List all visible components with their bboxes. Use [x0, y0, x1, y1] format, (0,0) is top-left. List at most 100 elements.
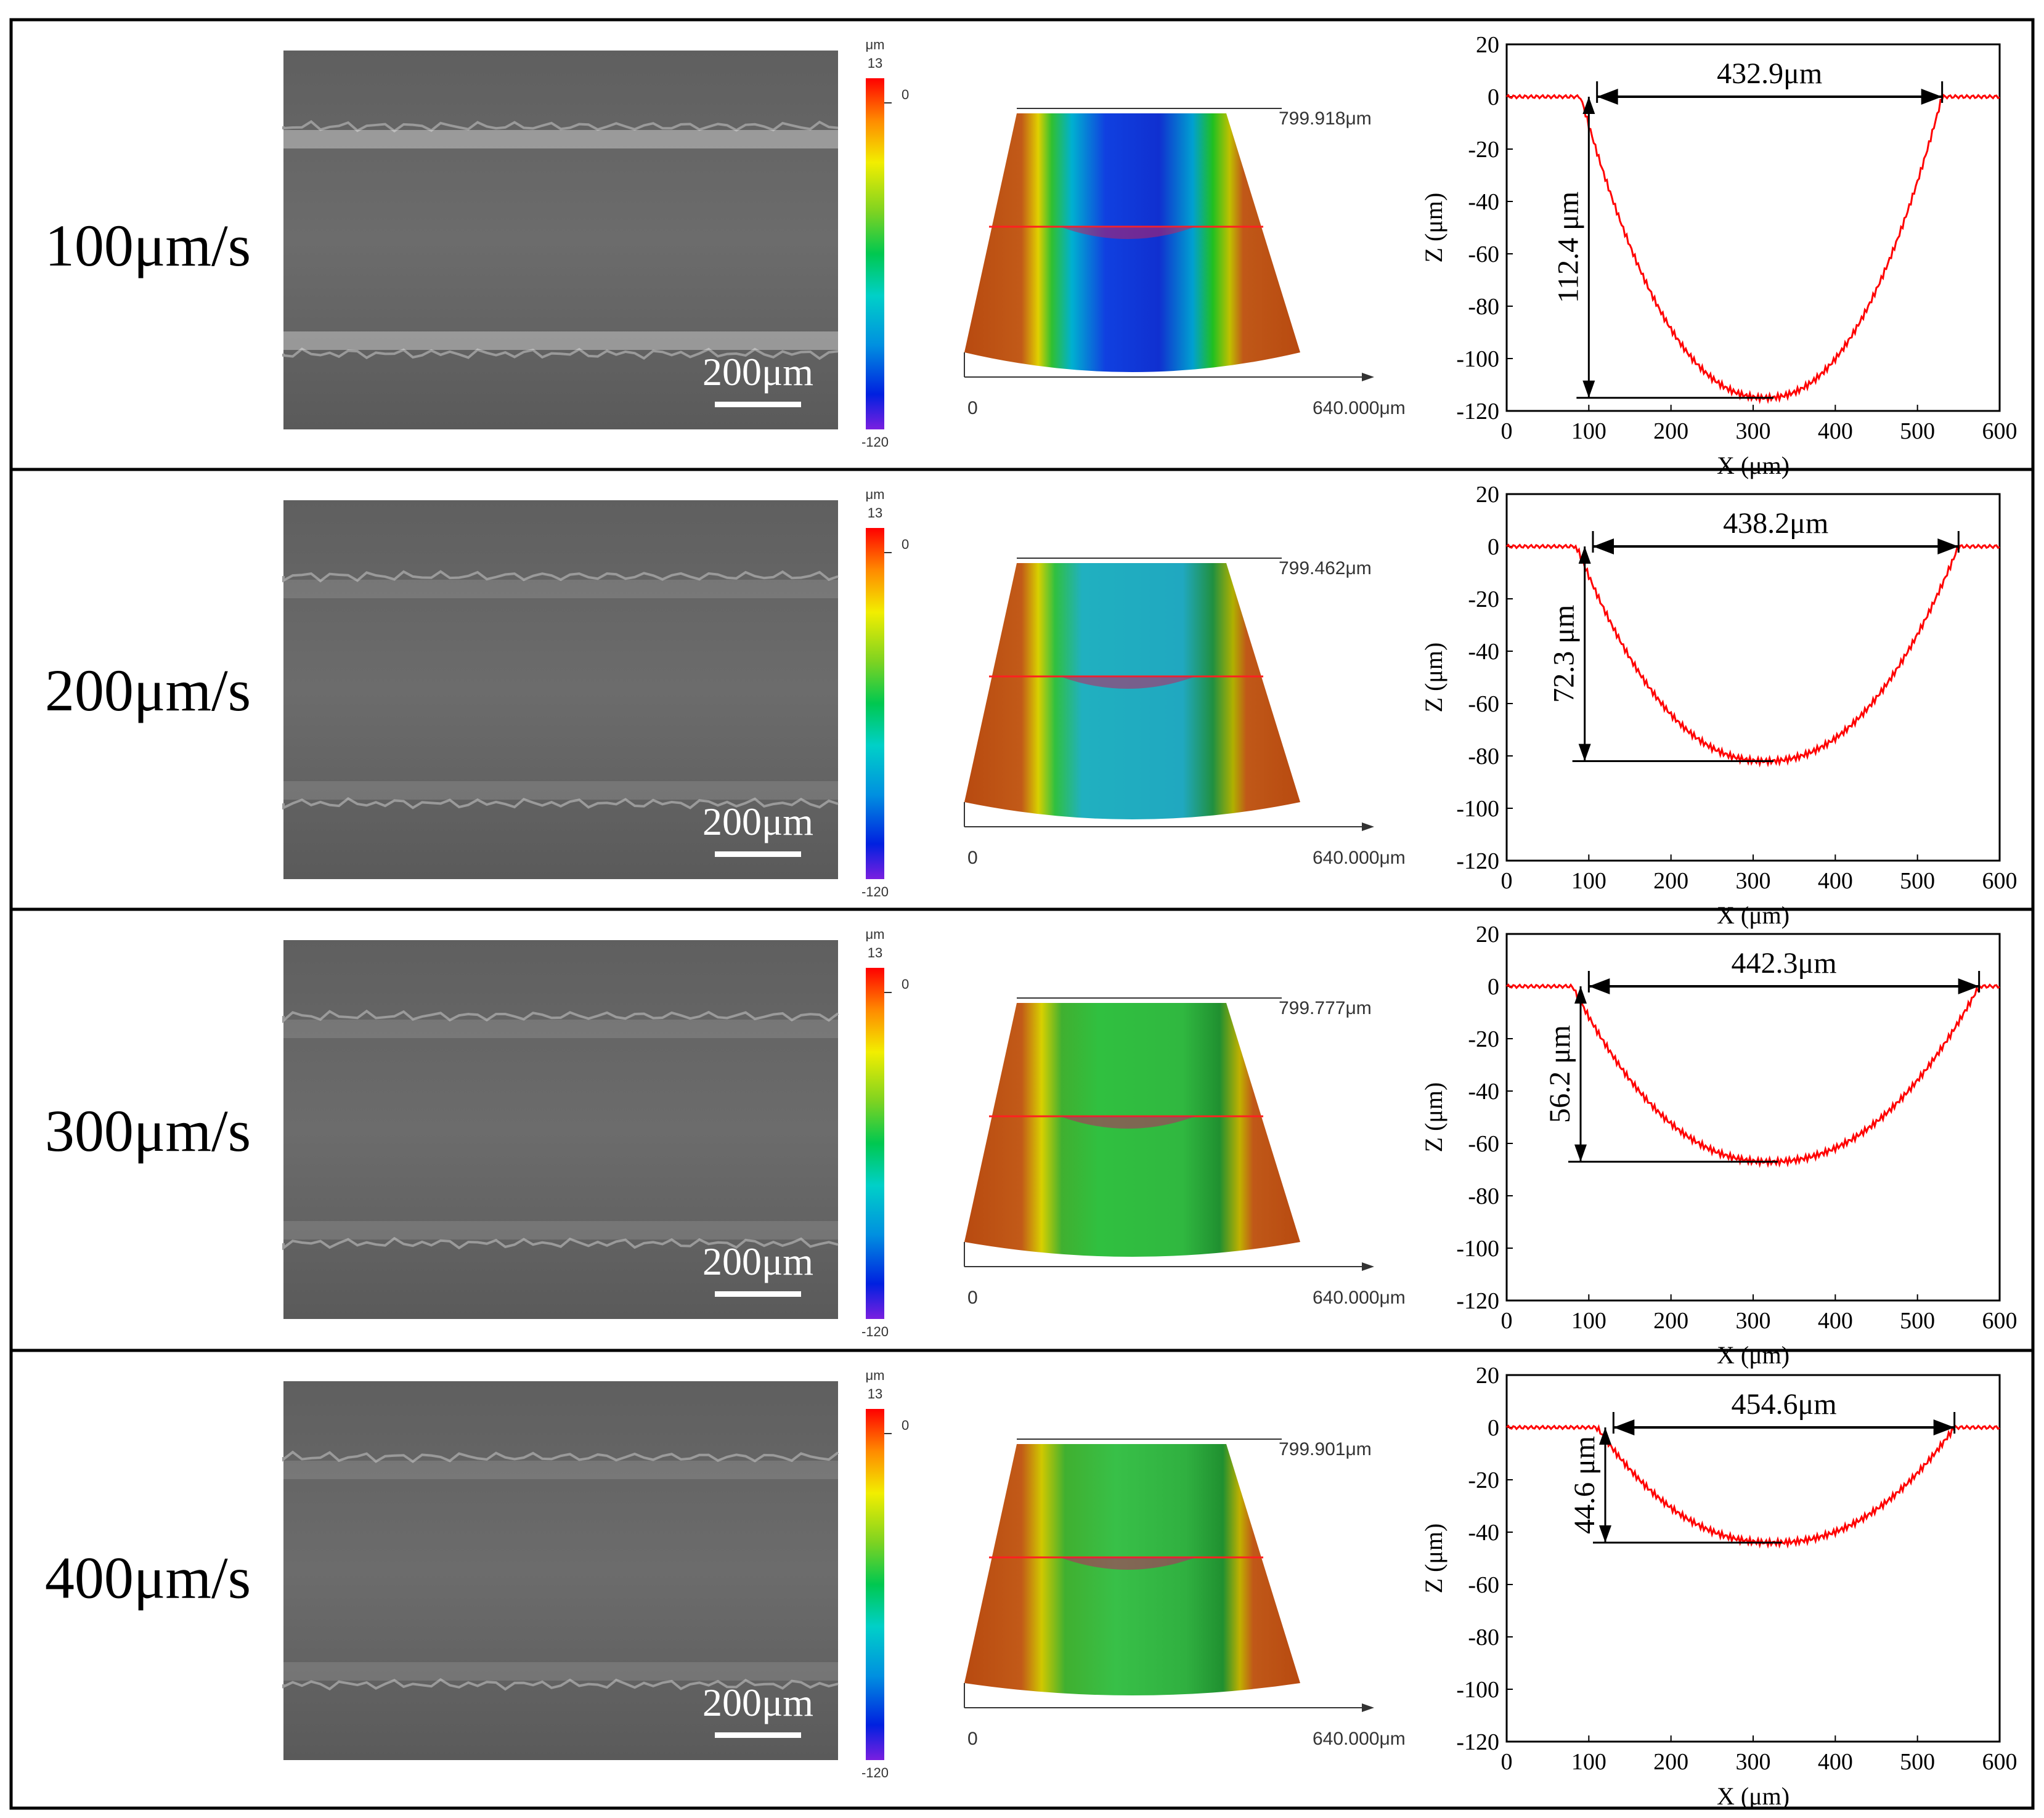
- colorbar: μm 13 0 -120: [861, 1368, 909, 1780]
- depth-label: 44.6 μm: [1568, 1436, 1601, 1534]
- colorbar: μm 13 0 -120: [861, 37, 909, 450]
- length-label: 799.462μm: [1279, 558, 1372, 578]
- frame-arrow: [1362, 1703, 1374, 1712]
- width-arrow-right: [1933, 1419, 1955, 1435]
- y-tick-label: 0: [1488, 534, 1499, 560]
- profile-chart: 0 100 200 300 400 500 600200-20-40-60-80-100-1…: [1420, 482, 2018, 929]
- x-tick-label: 0: [1501, 1308, 1513, 1334]
- y-tick-label: -120: [1456, 399, 1499, 424]
- sem-groove-edge-top: [282, 120, 839, 133]
- profile-curve: [1505, 1424, 2000, 1549]
- colorbar-zero-label: 0: [902, 976, 909, 992]
- colorbar-top-label: 13: [868, 505, 882, 521]
- y-tick-label: -100: [1456, 1236, 1499, 1262]
- y-tick-label: -100: [1456, 796, 1499, 822]
- colorbar: μm 13 0 -120: [861, 487, 909, 899]
- colorbar-gradient: [866, 528, 884, 879]
- width-arrow-right: [1937, 538, 1959, 554]
- surface-3d: [964, 113, 1300, 372]
- colorbar-gradient: [866, 78, 884, 429]
- origin-label: 0: [967, 1288, 978, 1308]
- view-3d: 799.918μm 0 640.000μm: [964, 108, 1406, 418]
- frame-arrow: [1362, 373, 1374, 381]
- sem-image: 200μm: [282, 51, 839, 429]
- x-tick-label: 200: [1653, 1749, 1688, 1775]
- x-tick-label: 100: [1571, 1308, 1606, 1334]
- origin-label: 0: [967, 1729, 978, 1749]
- sem-groove-edge-top: [282, 1009, 839, 1023]
- origin-label: 0: [967, 398, 978, 418]
- depth-arrow-top: [1578, 546, 1591, 564]
- x-tick-label: 300: [1736, 1749, 1771, 1775]
- y-tick-label: -40: [1468, 1520, 1499, 1546]
- speed-label: 200μm/s: [45, 657, 251, 723]
- scale-bar: [715, 851, 801, 857]
- surface-3d: [964, 1444, 1300, 1695]
- x-tick-label: 100: [1571, 868, 1606, 894]
- colorbar-unit: μm: [865, 37, 884, 52]
- y-tick-label: -120: [1456, 1729, 1499, 1755]
- sem-image: 200μm: [282, 1381, 839, 1760]
- x-tick-label: 400: [1818, 1749, 1853, 1775]
- width-arrow-left: [1589, 978, 1610, 994]
- depth-label: 72.3 μm: [1548, 605, 1581, 703]
- colorbar: μm 13 0 -120: [861, 927, 909, 1339]
- plot-frame: [1505, 493, 2001, 862]
- x-tick-label: 0: [1501, 868, 1513, 894]
- sem-groove-edge-top: [282, 1450, 839, 1463]
- colorbar-zero-label: 0: [902, 537, 909, 552]
- surface-3d: [964, 563, 1300, 819]
- y-axis-label: Z (μm): [1420, 1082, 1447, 1153]
- y-tick-label: 20: [1476, 1363, 1499, 1389]
- section-plane: [1060, 1557, 1195, 1570]
- colorbar-unit: μm: [865, 487, 884, 502]
- view-3d: 799.462μm 0 640.000μm: [964, 558, 1406, 868]
- depth-arrow-bottom: [1599, 1525, 1611, 1543]
- y-tick-label: -120: [1456, 848, 1499, 874]
- sem-sheen-top: [283, 130, 838, 148]
- speed-label: 100μm/s: [45, 213, 251, 278]
- y-tick-label: -40: [1468, 1079, 1499, 1105]
- x-tick-label: 200: [1653, 418, 1688, 444]
- length-label: 799.918μm: [1279, 108, 1372, 129]
- depth-arrow-bottom: [1578, 744, 1591, 761]
- scale-bar: [715, 1732, 801, 1738]
- sem-sheen-top: [283, 1461, 838, 1479]
- x-tick-label: 300: [1736, 1308, 1771, 1334]
- profile-chart: 0 100 200 300 400 500 600200-20-40-60-80-100-1…: [1420, 32, 2018, 479]
- scale-bar: [715, 402, 801, 407]
- y-tick-label: -20: [1468, 586, 1499, 612]
- x-tick-label: 300: [1736, 868, 1771, 894]
- sem-sheen-bottom: [283, 1221, 838, 1240]
- y-tick-label: 0: [1488, 974, 1499, 1000]
- width-arrow-right: [1958, 978, 1979, 994]
- profile-curve: [1505, 983, 2000, 1168]
- y-tick-label: -80: [1468, 1625, 1499, 1650]
- width-label: 640.000μm: [1313, 848, 1406, 868]
- y-tick-label: -20: [1468, 137, 1499, 163]
- width-label: 432.9μm: [1717, 57, 1822, 90]
- scale-bar: [715, 1291, 801, 1297]
- y-tick-label: 20: [1476, 482, 1499, 508]
- y-tick-label: -100: [1456, 346, 1499, 372]
- depth-arrow-top: [1599, 1427, 1611, 1445]
- sem-groove-edge-bottom: [282, 797, 839, 810]
- colorbar-bottom-label: -120: [861, 1324, 889, 1339]
- colorbar-unit: μm: [865, 927, 884, 942]
- sem-groove-edge-bottom: [282, 1678, 839, 1691]
- y-tick-label: -120: [1456, 1288, 1499, 1314]
- x-tick-label: 600: [1982, 868, 2018, 894]
- y-tick-label: 20: [1476, 32, 1499, 58]
- scale-bar-label: 200μm: [702, 1681, 813, 1724]
- x-tick-label: 100: [1571, 1749, 1606, 1775]
- y-tick-label: -80: [1468, 744, 1499, 769]
- x-tick-label: 500: [1900, 418, 1935, 444]
- colorbar-gradient: [866, 1409, 884, 1760]
- x-axis-label: X (μm): [1717, 1341, 1790, 1369]
- x-tick-label: 200: [1653, 868, 1688, 894]
- sem-background: [283, 940, 838, 1319]
- figure-border: [9, 18, 2035, 1810]
- x-tick-label: 500: [1900, 1749, 1935, 1775]
